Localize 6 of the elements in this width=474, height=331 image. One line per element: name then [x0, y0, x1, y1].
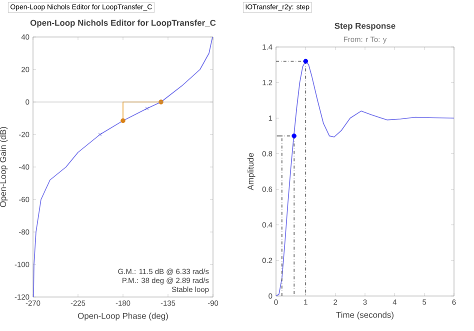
x-axis-title: Time (seconds) — [336, 312, 394, 320]
x-axis-title: Open-Loop Phase (deg) — [78, 312, 168, 321]
y-axis-title: Open-Loop Gain (dB) — [0, 127, 8, 208]
chart-title: Open-Loop Nichols Editor for LoopTransfer_C — [30, 20, 216, 28]
y-axis-title: Amplitude — [247, 153, 256, 190]
chart-title: Step Response — [334, 22, 396, 31]
